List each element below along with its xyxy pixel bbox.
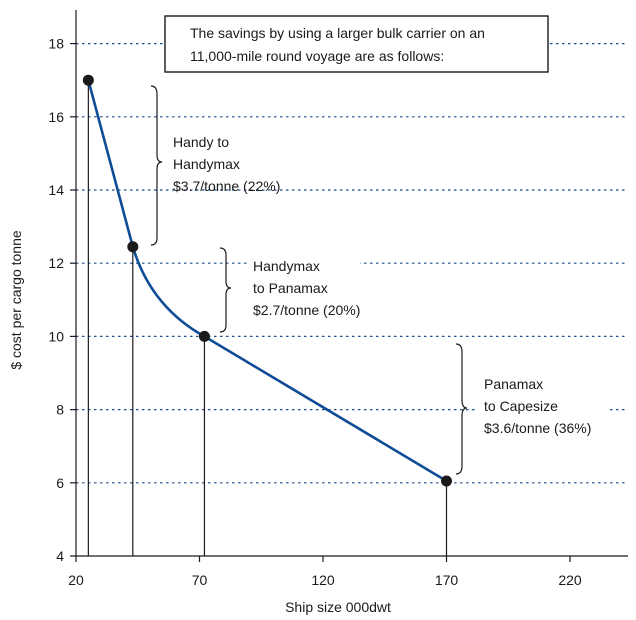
y-tick-label-18: 18 <box>48 36 64 52</box>
tick-labels: 4 6 8 10 12 14 16 18 20 70 120 170 220 <box>48 36 581 588</box>
data-point-1 <box>82 74 94 86</box>
annotation-panamax-to-capesize: Panamax to Capesize $3.6/tonne (36%) <box>455 343 610 475</box>
brace-1 <box>150 85 163 246</box>
brace-3 <box>455 343 468 475</box>
note-line-1: The savings by using a larger bulk carri… <box>190 25 485 41</box>
annotation-2-line-3: $2.7/tonne (20%) <box>253 302 360 318</box>
brace-2 <box>219 247 232 333</box>
note-line-2: 11,000-mile round voyage are as follows: <box>190 48 444 64</box>
y-tick-label-6: 6 <box>56 475 64 491</box>
axes <box>70 10 628 562</box>
y-tick-label-16: 16 <box>48 109 64 125</box>
drop-lines <box>87 80 448 556</box>
x-tick-label-220: 220 <box>558 572 582 588</box>
annotation-3-line-3: $3.6/tonne (36%) <box>484 420 591 436</box>
annotation-3-line-2: to Capesize <box>484 398 558 414</box>
data-point-4 <box>441 475 452 487</box>
annotation-handy-to-handymax: Handy to Handymax $3.7/tonne (22%) <box>150 85 280 246</box>
cost-curve <box>87 79 448 483</box>
annotation-1-line-2: Handymax <box>173 156 240 172</box>
x-tick-label-170: 170 <box>435 572 459 588</box>
y-tick-label-10: 10 <box>48 328 64 344</box>
y-tick-label-14: 14 <box>48 182 64 198</box>
annotation-2-line-1: Handymax <box>253 258 320 274</box>
x-tick-label-70: 70 <box>192 572 208 588</box>
y-tick-label-12: 12 <box>48 255 64 271</box>
note-box <box>164 15 549 73</box>
annotation-1-line-1: Handy to <box>173 134 229 150</box>
y-tick-label-8: 8 <box>56 402 64 418</box>
annotation-2-line-2: to Panamax <box>253 280 328 296</box>
annotation-handymax-to-panamax: Handymax to Panamax $2.7/tonne (20%) <box>219 247 360 333</box>
x-tick-label-20: 20 <box>68 572 84 588</box>
y-tick-label-4: 4 <box>56 548 64 564</box>
annotation-2-bg <box>248 250 360 320</box>
x-tick-label-120: 120 <box>311 572 335 588</box>
annotation-3-bg <box>478 370 610 450</box>
data-point-2 <box>127 241 139 253</box>
data-point-3 <box>198 330 210 342</box>
annotation-1-line-3: $3.7/tonne (22%) <box>173 178 280 194</box>
data-points <box>82 74 452 487</box>
y-axis-title: $ cost per cargo tonne <box>8 230 24 370</box>
x-axis-title: Ship size 000dwt <box>285 599 391 615</box>
annotation-3-line-1: Panamax <box>484 376 543 392</box>
note: The savings by using a larger bulk carri… <box>164 15 549 73</box>
